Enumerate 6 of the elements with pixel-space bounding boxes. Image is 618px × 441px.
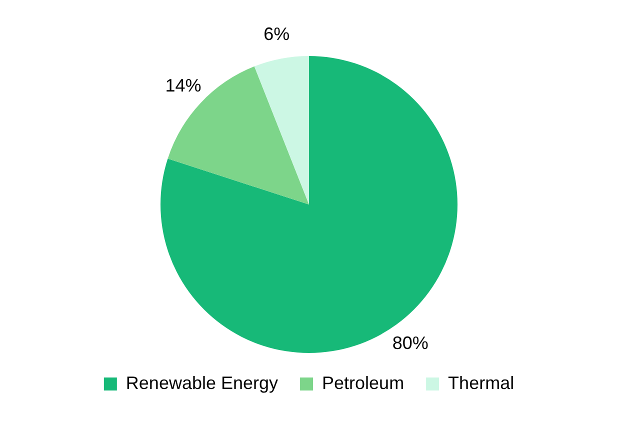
data-label: 80%: [392, 333, 428, 354]
legend-label: Thermal: [448, 372, 514, 393]
data-label: 6%: [264, 24, 290, 44]
legend-label: Renewable Energy: [126, 372, 278, 393]
data-label: 14%: [165, 75, 202, 96]
legend-label: Petroleum: [322, 372, 404, 393]
